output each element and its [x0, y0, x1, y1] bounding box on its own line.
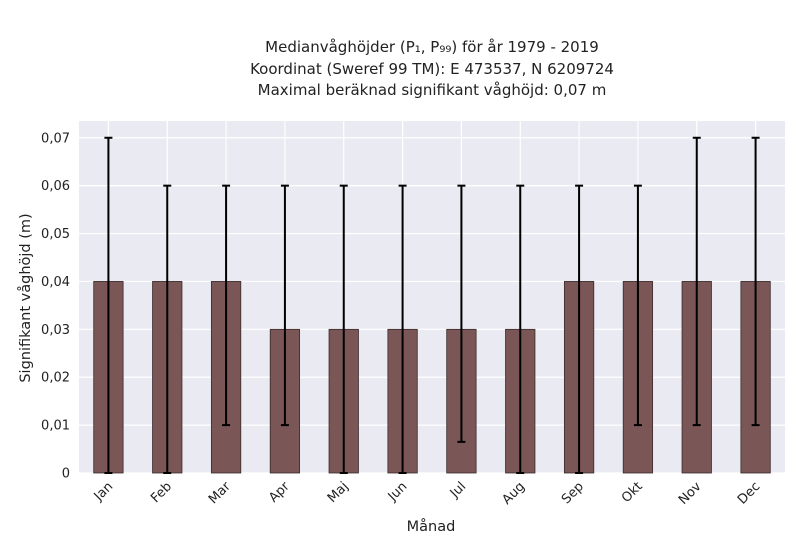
x-axis-label: Månad — [407, 518, 456, 535]
error-bar-jun — [398, 184, 407, 474]
y-tick-label: 0,04 — [41, 275, 70, 290]
x-tick-label: Maj — [325, 479, 352, 506]
error-bar-aug — [516, 184, 525, 474]
y-tick-label: 0,06 — [41, 179, 70, 194]
error-bar-maj — [339, 184, 348, 474]
y-tick-label: 0,02 — [41, 371, 70, 386]
chart-title-line: Maximal beräknad signifikant våghöjd: 0,… — [258, 81, 607, 99]
x-tick-label: Jan — [91, 479, 116, 504]
error-bar-nov — [692, 136, 701, 427]
x-tick-label: Aug — [500, 479, 529, 508]
x-tick-label: Dec — [735, 479, 763, 507]
chart-title-line: Medianvåghöjder (P₁, P₉₉) för år 1979 - … — [265, 38, 599, 56]
error-bar-dec — [751, 136, 760, 427]
y-tick-labels: 0 0,01 0,02 0,03 0,04 0,05 0,06 0,07 — [41, 131, 70, 481]
y-tick-label: 0,01 — [41, 419, 70, 434]
x-tick-label: Jun — [385, 479, 411, 505]
x-tick-label: Nov — [676, 479, 705, 508]
error-bar-okt — [633, 184, 642, 427]
error-bars — [104, 136, 760, 474]
y-axis-label: Signifikant våghöjd (m) — [17, 213, 34, 382]
error-bar-feb — [163, 184, 172, 474]
x-tick-label: Sep — [559, 479, 587, 507]
y-tick-label: 0,03 — [41, 323, 70, 338]
y-tick-label: 0,07 — [41, 131, 70, 146]
x-tick-label: Okt — [619, 479, 646, 506]
error-bar-apr — [280, 184, 289, 427]
x-tick-label: Feb — [148, 479, 175, 506]
x-tick-label: Jul — [447, 479, 469, 501]
chart-title-line: Koordinat (Sweref 99 TM): E 473537, N 62… — [250, 60, 614, 78]
error-bar-sep — [575, 184, 584, 474]
x-tick-label: Apr — [266, 479, 293, 506]
error-bar-mar — [222, 184, 231, 427]
plot-area — [79, 121, 785, 473]
x-tick-labels: Jan Feb Mar Apr Maj Jun Jul Aug Sep Okt Nov Dec — [91, 479, 764, 508]
y-tick-label: 0 — [62, 467, 70, 482]
error-bar-jul — [457, 184, 466, 443]
chart-title: Medianvåghöjder (P₁, P₉₉) för år 1979 - … — [250, 38, 614, 99]
x-tick-label: Mar — [206, 479, 234, 507]
error-bar-jan — [104, 136, 113, 474]
y-tick-label: 0,05 — [41, 227, 70, 242]
